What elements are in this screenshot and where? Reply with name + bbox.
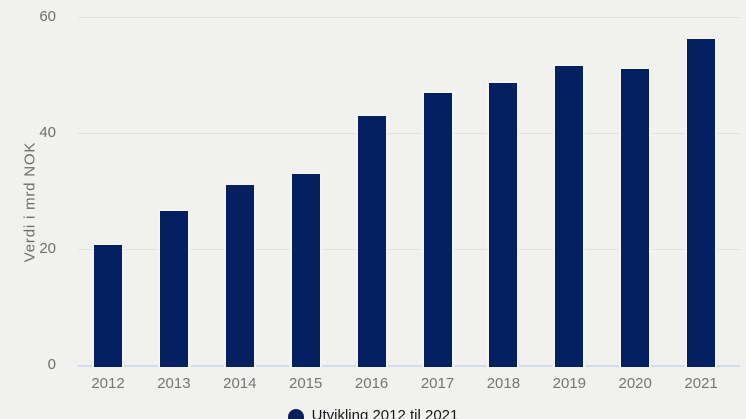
x-tick-label-2017: 2017 <box>420 375 455 392</box>
legend-marker-icon <box>287 409 304 419</box>
gridline <box>78 249 740 250</box>
x-tick-label-2012: 2012 <box>91 375 125 392</box>
gridline <box>78 133 740 134</box>
x-tick-label-2016: 2016 <box>354 375 389 392</box>
legend-label: Utvikling 2012 til 2021 <box>311 407 459 419</box>
x-tick-label-2020: 2020 <box>618 375 652 392</box>
bar-2019 <box>553 63 586 367</box>
x-tick-label-2018: 2018 <box>486 375 521 392</box>
y-tick-label: 40 <box>39 124 56 141</box>
bar-2016 <box>355 114 388 367</box>
gridline <box>78 17 740 18</box>
bar-2017 <box>421 90 454 367</box>
x-tick-label-2019: 2019 <box>552 375 586 392</box>
bar-2013 <box>157 208 190 367</box>
y-tick-label: 20 <box>39 240 56 257</box>
x-tick-label-2013: 2013 <box>157 375 191 392</box>
bar-2012 <box>92 243 124 367</box>
bar-2015 <box>289 171 322 367</box>
bar-2018 <box>487 81 520 367</box>
x-tick-label-2021: 2021 <box>684 375 718 392</box>
plot-area <box>78 17 740 367</box>
y-tick-label: 60 <box>39 8 56 25</box>
x-tick-label-2015: 2015 <box>289 375 323 392</box>
legend: Utvikling 2012 til 2021 <box>0 407 746 419</box>
y-tick-label: 0 <box>47 356 56 373</box>
bar-2020 <box>619 66 652 367</box>
x-axis-line <box>78 365 740 367</box>
x-tick-label-2014: 2014 <box>223 375 257 392</box>
bar-2014 <box>223 182 256 367</box>
bar-2021 <box>685 36 718 367</box>
